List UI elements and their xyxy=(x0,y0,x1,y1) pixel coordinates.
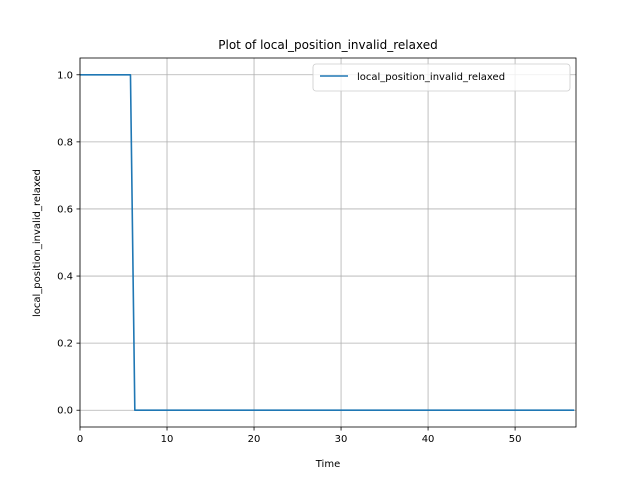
y-tick-label: 0.4 xyxy=(57,272,73,283)
chart-title: Plot of local_position_invalid_relaxed xyxy=(218,38,437,52)
y-tick-label: 0.6 xyxy=(57,204,73,215)
y-tick-label: 0.0 xyxy=(57,406,73,417)
x-axis-label: Time xyxy=(315,459,340,470)
legend-box xyxy=(312,63,571,92)
grid-lines xyxy=(79,58,576,427)
y-tick-label: 0.8 xyxy=(57,137,73,148)
legend: local_position_invalid_relaxed xyxy=(312,63,571,92)
legend-label: local_position_invalid_relaxed xyxy=(357,72,505,83)
x-tick-label: 40 xyxy=(422,434,435,445)
x-tick-label: 30 xyxy=(335,434,348,445)
x-axis-ticks: 0 10 20 30 40 50 xyxy=(77,427,522,445)
series-lines xyxy=(80,73,575,412)
x-tick-label: 10 xyxy=(161,434,174,445)
series-line xyxy=(80,73,575,412)
plot-frame xyxy=(79,57,577,428)
x-tick-label: 0 xyxy=(77,434,83,445)
y-tick-label: 0.2 xyxy=(57,339,73,350)
y-axis-label: local_position_invalid_relaxed xyxy=(32,169,43,317)
y-axis-ticks: 0.0 0.2 0.4 0.6 0.8 1.0 xyxy=(57,70,80,417)
y-tick-label: 1.0 xyxy=(57,70,73,81)
x-tick-label: 20 xyxy=(248,434,261,445)
x-tick-label: 50 xyxy=(509,434,522,445)
